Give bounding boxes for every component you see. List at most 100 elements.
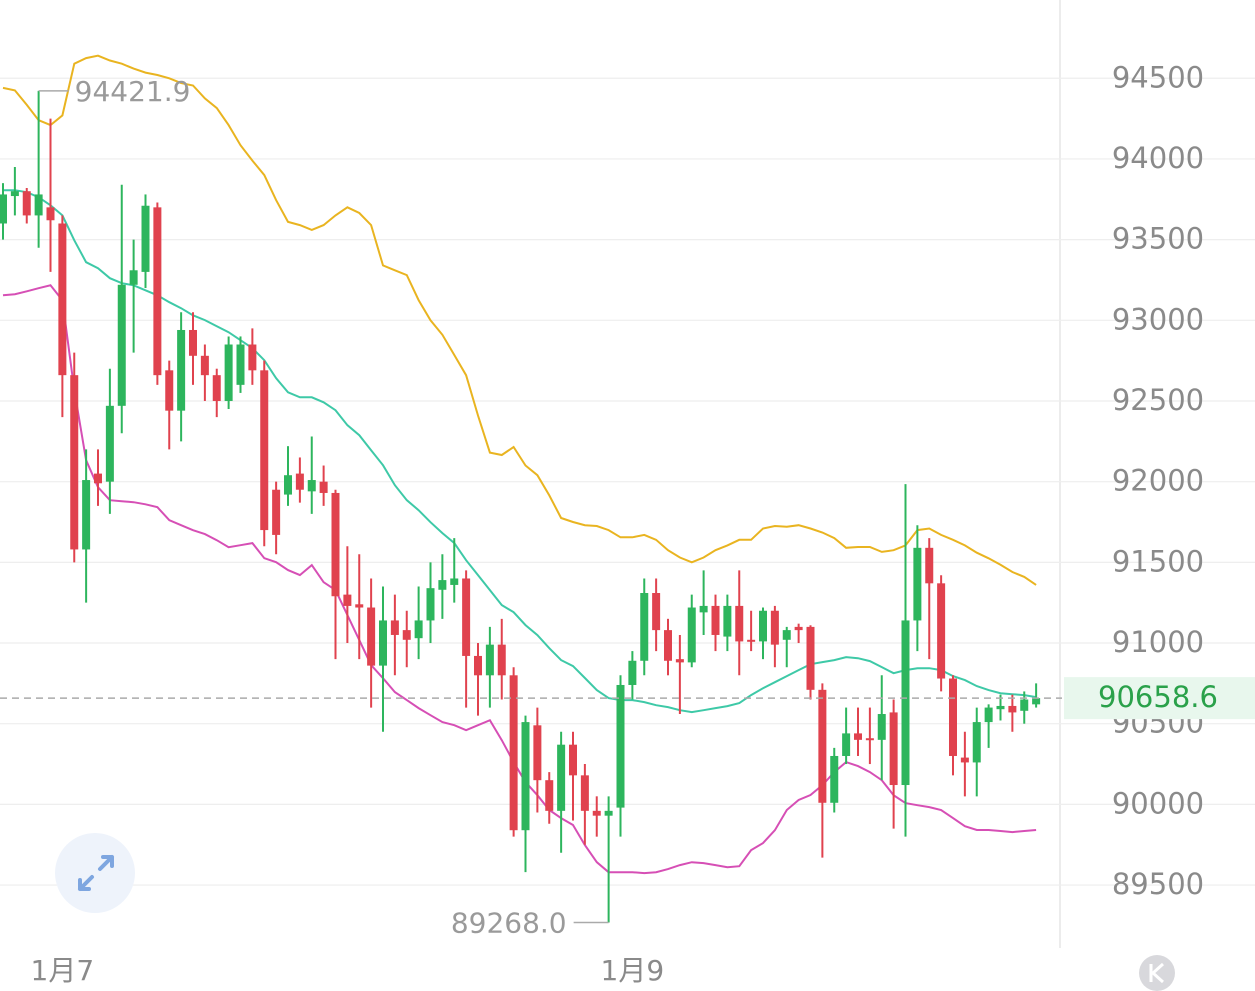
- candle-body: [284, 475, 292, 495]
- candle-body: [865, 738, 874, 741]
- y-tick-label: 91500: [1112, 544, 1204, 578]
- candle-body: [770, 610, 779, 645]
- candle-body: [604, 810, 613, 816]
- candle-body: [877, 714, 886, 740]
- y-tick-label: 93000: [1112, 302, 1204, 336]
- max-label: 94421.9: [75, 75, 191, 108]
- candle-body: [236, 344, 245, 385]
- y-tick-label: 89500: [1112, 867, 1204, 901]
- candle-body: [200, 355, 209, 376]
- candle-body: [379, 620, 387, 666]
- candle-body: [94, 473, 102, 484]
- candle-body: [557, 744, 566, 811]
- candle-body: [830, 755, 839, 803]
- candle-body: [343, 594, 352, 606]
- candle-body: [70, 375, 79, 550]
- band-line: [2, 54, 1037, 586]
- candle-body: [806, 626, 815, 690]
- candle-body: [260, 370, 269, 531]
- candle-body: [177, 329, 186, 411]
- kline-button[interactable]: [1139, 955, 1175, 991]
- candle-body: [165, 370, 174, 411]
- overlay: 94421.9 89268.0 90658.6: [0, 75, 1255, 940]
- candle-body: [652, 593, 661, 631]
- candle-body: [212, 375, 221, 401]
- candle-body: [925, 547, 934, 584]
- candle-body: [628, 660, 637, 685]
- candle-body: [105, 405, 114, 482]
- candle-body: [117, 284, 126, 406]
- candle-body: [901, 620, 910, 786]
- candle-body: [224, 344, 233, 401]
- candle-body: [22, 191, 31, 216]
- candle-body: [485, 644, 494, 676]
- band-line: [3, 189, 1037, 714]
- candle-body: [34, 194, 43, 216]
- candle-body: [937, 583, 946, 679]
- candle-body: [640, 593, 649, 661]
- candle-body: [854, 733, 862, 740]
- candle-body: [58, 223, 67, 376]
- candle-body: [497, 644, 506, 676]
- y-tick-label: 94500: [1112, 60, 1204, 94]
- candle-body: [759, 610, 767, 642]
- y-tick-label: 93500: [1112, 222, 1204, 256]
- candle-body: [996, 705, 1005, 710]
- candle-body: [913, 547, 922, 621]
- y-tick-label: 91000: [1112, 625, 1204, 659]
- expand-button[interactable]: [55, 833, 135, 913]
- candle-body: [1020, 699, 1029, 711]
- candle-body: [1008, 705, 1017, 713]
- y-tick-label: 94000: [1112, 141, 1204, 175]
- candle-body: [569, 744, 577, 776]
- candle-body: [580, 775, 589, 811]
- candle-body: [509, 675, 518, 831]
- candle-body: [747, 639, 756, 642]
- candle-body: [984, 707, 993, 723]
- candle-body: [616, 684, 625, 808]
- candle-body: [972, 722, 981, 763]
- candles: [0, 90, 1041, 923]
- candle-body: [699, 605, 708, 613]
- candle-body: [735, 605, 744, 642]
- candle-body: [687, 607, 696, 663]
- x-tick-label: 1月7: [31, 954, 95, 987]
- last-price-box: [1064, 677, 1255, 720]
- grid: 8950090000905009100091500920009250093000…: [0, 60, 1255, 987]
- y-tick-label: 92000: [1112, 464, 1204, 498]
- candle-body: [675, 659, 684, 663]
- candle-body: [426, 588, 435, 621]
- candle-body: [402, 630, 411, 640]
- y-tick-label: 92500: [1112, 383, 1204, 417]
- candle-body: [889, 712, 898, 786]
- candle-body: [129, 270, 138, 285]
- candle-body: [949, 678, 957, 756]
- candle-body: [818, 689, 827, 803]
- candle-body: [367, 607, 376, 666]
- candle-body: [319, 481, 328, 493]
- candle-body: [46, 207, 55, 221]
- candle-body: [842, 733, 851, 756]
- candle-body: [153, 207, 162, 376]
- x-tick-label: 1月9: [601, 954, 665, 987]
- candle-body: [1032, 698, 1041, 705]
- candle-body: [248, 344, 257, 371]
- candle-body: [462, 578, 471, 656]
- candle-body: [295, 473, 304, 490]
- candle-body: [414, 620, 423, 639]
- candle-body: [521, 722, 530, 831]
- candle-body: [782, 630, 791, 640]
- candle-body: [141, 205, 150, 272]
- candle-body: [307, 480, 316, 492]
- candle-body: [10, 191, 19, 197]
- candle-body: [794, 626, 803, 631]
- band-line: [2, 284, 1037, 875]
- candle-body: [331, 492, 340, 597]
- candle-body: [664, 630, 672, 661]
- candle-body: [474, 655, 482, 676]
- candle-body: [723, 605, 732, 637]
- candle-body: [450, 578, 459, 585]
- candle-body: [533, 725, 542, 781]
